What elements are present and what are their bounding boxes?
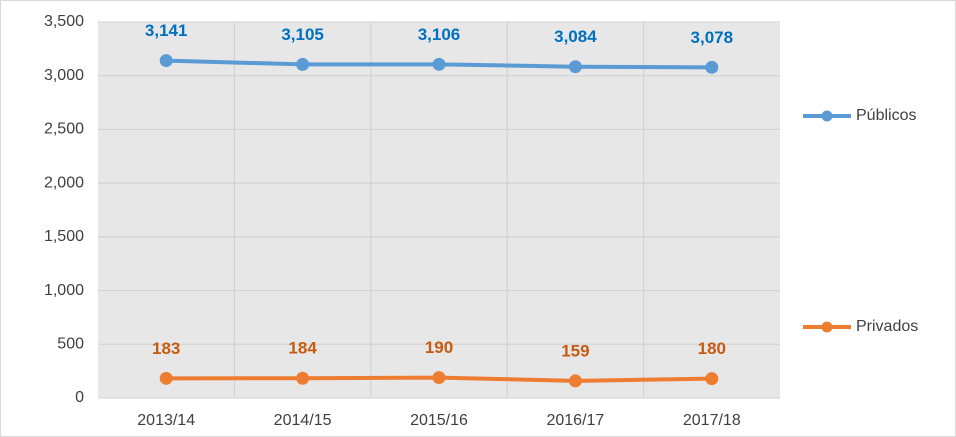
y-tick-label: 2,000: [44, 174, 84, 191]
data-label: 190: [425, 338, 453, 357]
data-point: [568, 60, 582, 74]
data-point: [159, 371, 173, 385]
data-label: 3,105: [281, 25, 324, 44]
legend-marker: [821, 110, 833, 122]
data-label: 3,078: [691, 28, 734, 47]
y-tick-label: 3,500: [44, 13, 84, 30]
legend-marker: [821, 321, 833, 333]
x-tick-label: 2013/14: [137, 412, 195, 429]
data-label: 159: [561, 341, 589, 360]
data-point: [432, 371, 446, 385]
legend-label: Públicos: [856, 107, 916, 124]
data-point: [705, 372, 719, 386]
x-tick-label: 2015/16: [410, 412, 468, 429]
data-label: 3,141: [145, 21, 188, 40]
data-point: [568, 374, 582, 388]
y-tick-label: 3,000: [44, 67, 84, 84]
legend-label: Privados: [856, 318, 918, 335]
y-tick-label: 500: [57, 336, 84, 353]
y-tick-label: 2,500: [44, 121, 84, 138]
y-tick-label: 1,000: [44, 282, 84, 299]
data-label: 3,084: [554, 27, 597, 46]
plot-area: [98, 22, 780, 398]
data-point: [705, 60, 719, 74]
data-point: [432, 57, 446, 71]
data-point: [159, 54, 173, 68]
x-tick-label: 2017/18: [683, 412, 741, 429]
data-label: 3,106: [418, 25, 461, 44]
x-tick-label: 2016/17: [546, 412, 604, 429]
y-tick-label: 0: [75, 389, 84, 406]
y-tick-label: 1,500: [44, 228, 84, 245]
x-tick-label: 2014/15: [274, 412, 332, 429]
data-label: 184: [288, 339, 317, 358]
data-label: 180: [698, 339, 726, 358]
data-point: [296, 57, 310, 71]
data-point: [296, 371, 310, 385]
data-label: 183: [152, 339, 180, 358]
